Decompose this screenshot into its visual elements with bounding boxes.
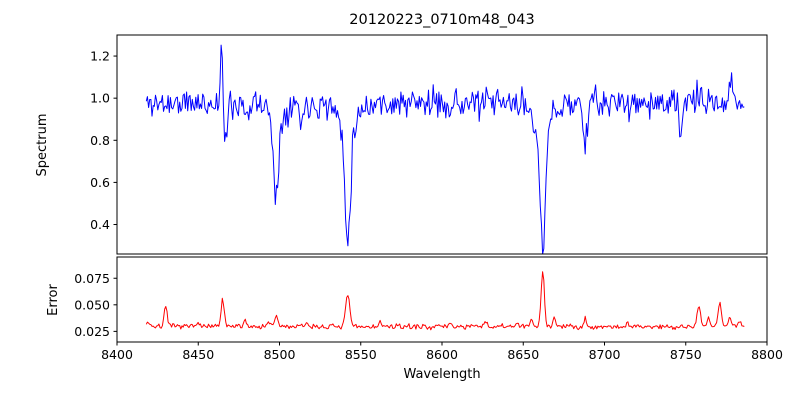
bottom-axes-frame [116,256,768,343]
y-tick-label: 0.025 [74,324,110,339]
spectrum-line [145,44,745,254]
x-tick-label: 8550 [345,347,377,362]
chart-title: 20120223_0710m48_043 [349,12,534,28]
y-tick-label: 0.050 [74,297,110,312]
y-tick-label: 0.4 [90,217,110,232]
y-tick-label: 1.2 [90,49,110,64]
x-tick-label: 8650 [507,347,539,362]
y-tick-label: 0.075 [74,271,110,286]
x-tick-label: 8400 [101,347,133,362]
x-tick-label: 8450 [182,347,214,362]
xlabel: Wavelength [403,367,480,382]
x-tick-label: 8600 [426,347,458,362]
y-tick-label: 0.8 [90,133,110,148]
x-tick-label: 8700 [589,347,621,362]
x-tick-label: 8500 [264,347,296,362]
x-tick-label: 8750 [670,347,702,362]
y-tick-label: 0.6 [90,175,110,190]
spectrum-ylabel: Spectrum [35,114,50,177]
error-ylabel: Error [46,284,61,316]
error-line [145,271,745,331]
x-tick-label: 8800 [751,347,783,362]
top-axes-frame [116,34,768,255]
axis-ticks: 0.4 0.6 0.8 1.0 1.2 0.025 0.050 0.075 8400 8450 85… [74,49,783,362]
y-tick-label: 1.0 [90,91,110,106]
